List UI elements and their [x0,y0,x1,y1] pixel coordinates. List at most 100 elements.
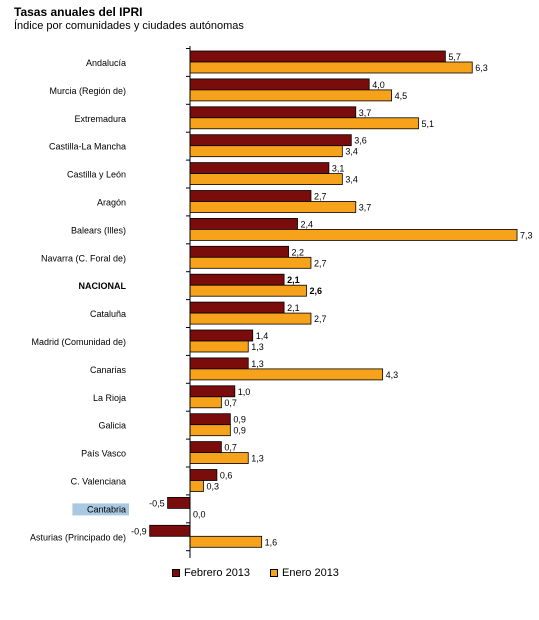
data-label: -0,5 [149,498,165,508]
category-label: Cantabria [87,504,126,514]
data-label: 2,7 [314,192,327,202]
data-label: 7,3 [520,230,533,240]
bar-enero [189,256,312,269]
bar-febrero [189,441,222,454]
data-label: 2,1 [287,303,300,313]
data-label: 0,9 [233,415,246,425]
data-label: 3,7 [359,203,372,213]
data-label: 2,4 [301,219,314,229]
data-label: 1,0 [238,387,251,397]
data-label: 5,7 [448,52,461,62]
data-label: 4,3 [386,370,399,380]
category-label: Balears (Illes) [71,225,126,235]
data-label: 1,6 [265,537,278,547]
category-label: C. Valenciana [71,477,126,487]
data-label: 0,9 [233,426,246,436]
bar-febrero [189,217,298,230]
bar-enero [189,145,343,158]
bar-enero [189,61,473,74]
category-label: Castilla y León [67,170,126,180]
bar-febrero [189,245,289,258]
chart-title: Tasas anuales del IPRI [14,5,143,19]
data-label: 2,6 [309,286,322,296]
category-label: Navarra (C. Foral de) [41,253,126,263]
legend-label-series-2: Enero 2013 [282,567,339,579]
data-label: 3,1 [332,164,345,174]
bar-febrero [189,190,312,202]
data-label: 3,7 [359,108,372,118]
category-highlight [72,503,129,516]
category-label: Galicia [98,421,126,431]
data-label: 0,7 [224,398,237,408]
bar-enero [189,284,307,297]
legend-item-series-1: Febrero 2013 [172,567,250,579]
legend: Febrero 2013 Enero 2013 [172,567,339,579]
bar-febrero [189,385,236,398]
category-label: Murcia (Región de) [49,86,126,96]
data-label: -0,9 [131,526,147,536]
bar-febrero [189,413,231,426]
legend-item-series-2: Enero 2013 [270,567,339,579]
bar-enero [189,452,249,465]
data-label: 4,0 [372,80,385,90]
bar-febrero [189,329,254,342]
data-label: 0,7 [224,443,237,453]
data-label: 2,7 [314,258,327,268]
legend-swatch-series-2 [270,569,279,577]
data-label: 1,3 [251,359,264,369]
bar-enero [189,228,518,241]
bar-febrero [189,162,330,175]
data-label: 6,3 [475,63,488,73]
data-label: 2,1 [287,275,300,285]
category-label: País Vasco [81,449,126,459]
bar-febrero [149,524,191,537]
data-label: 1,3 [251,342,264,352]
bar-enero [189,340,249,353]
data-label: 5,1 [421,119,434,129]
legend-swatch-series-1 [172,569,180,577]
category-label: Extremadura [74,114,126,124]
bar-febrero [189,134,352,147]
data-label: 0,6 [220,471,233,481]
bar-enero [189,424,231,437]
bar-enero [189,173,343,186]
bar-febrero [189,78,370,91]
data-label: 3,6 [354,136,367,146]
bar-enero [189,312,312,325]
bar-enero [189,201,357,213]
bar-febrero [189,106,357,119]
bar-febrero [189,50,446,63]
data-label: 4,5 [395,91,408,101]
data-label: 1,4 [256,331,269,341]
data-label: 2,7 [314,314,327,324]
data-label: 3,4 [345,175,358,185]
data-label: 0,3 [206,482,219,492]
category-label: Castilla-La Mancha [49,142,126,152]
bar-febrero [189,357,249,370]
category-label: Aragón [97,198,126,208]
bar-enero [189,89,393,102]
bar-enero [189,535,263,548]
category-label: Canarias [90,365,127,375]
category-label: Andalucía [86,58,126,68]
bar-enero [189,480,204,492]
data-label: 2,2 [292,247,305,257]
data-label: 0,0 [193,509,206,519]
bar-febrero [189,273,285,286]
bar-febrero [189,301,285,314]
category-label: NACIONAL [79,281,127,291]
category-label: Asturias (Principado de) [30,532,126,542]
bar-enero [189,368,384,381]
bar-enero [189,117,419,130]
bar-enero [189,396,222,409]
chart-subtitle: Índice por comunidades y ciudades autóno… [14,20,244,32]
bar-febrero [189,469,218,481]
bar-febrero [167,496,191,509]
bar-chart: Andalucía 5,7 6,3 Murcia (Región de) 4,0 4,5 E… [30,46,533,558]
category-label: La Rioja [93,393,126,403]
category-label: Madrid (Comunidad de) [31,337,126,347]
category-label: Cataluña [90,309,126,319]
legend-label-series-1: Febrero 2013 [184,567,251,579]
data-label: 1,3 [251,454,264,464]
data-label: 3,4 [345,147,358,157]
